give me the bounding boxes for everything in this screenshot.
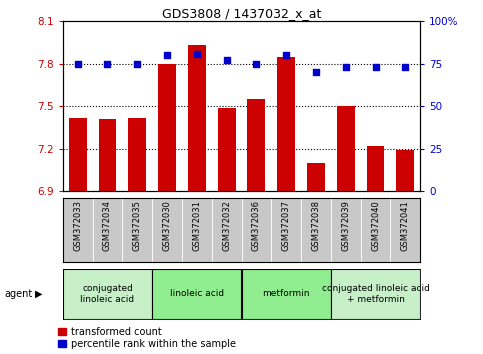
Point: [282, 52, 290, 58]
Bar: [128, 118, 146, 191]
Point: [133, 61, 141, 67]
Text: agent: agent: [5, 289, 33, 299]
Text: GSM372037: GSM372037: [282, 200, 291, 251]
Text: GSM372030: GSM372030: [163, 200, 171, 251]
Point: [372, 64, 380, 70]
Bar: [367, 146, 384, 191]
Text: GSM372034: GSM372034: [103, 200, 112, 251]
Title: GDS3808 / 1437032_x_at: GDS3808 / 1437032_x_at: [162, 7, 321, 20]
Bar: [188, 45, 206, 191]
Bar: [397, 150, 414, 191]
Bar: [337, 106, 355, 191]
Point: [401, 64, 409, 70]
Point: [163, 52, 171, 58]
Point: [253, 61, 260, 67]
Legend: transformed count, percentile rank within the sample: transformed count, percentile rank withi…: [58, 327, 236, 349]
Bar: [69, 118, 86, 191]
Point: [74, 61, 82, 67]
Text: metformin: metformin: [262, 289, 310, 298]
Bar: [242, 269, 331, 319]
Text: GSM372040: GSM372040: [371, 200, 380, 251]
Point: [104, 61, 112, 67]
Bar: [158, 64, 176, 191]
Text: GSM372036: GSM372036: [252, 200, 261, 251]
Bar: [152, 269, 242, 319]
Bar: [307, 163, 325, 191]
Text: GSM372041: GSM372041: [401, 200, 410, 251]
Text: GSM372032: GSM372032: [222, 200, 231, 251]
Text: GSM372033: GSM372033: [73, 200, 82, 251]
Bar: [218, 108, 236, 191]
Text: conjugated
linoleic acid: conjugated linoleic acid: [80, 284, 135, 303]
Text: conjugated linoleic acid
+ metformin: conjugated linoleic acid + metformin: [322, 284, 429, 303]
Point: [342, 64, 350, 70]
Bar: [331, 269, 420, 319]
Text: GSM372038: GSM372038: [312, 200, 320, 251]
Point: [223, 57, 230, 63]
Bar: [63, 269, 152, 319]
Text: ▶: ▶: [35, 289, 43, 299]
Bar: [277, 57, 295, 191]
Bar: [247, 99, 265, 191]
Text: linoleic acid: linoleic acid: [170, 289, 224, 298]
Point: [312, 69, 320, 75]
Point: [193, 51, 201, 56]
Text: GSM372039: GSM372039: [341, 200, 350, 251]
Text: GSM372031: GSM372031: [192, 200, 201, 251]
Bar: [99, 119, 116, 191]
Text: GSM372035: GSM372035: [133, 200, 142, 251]
